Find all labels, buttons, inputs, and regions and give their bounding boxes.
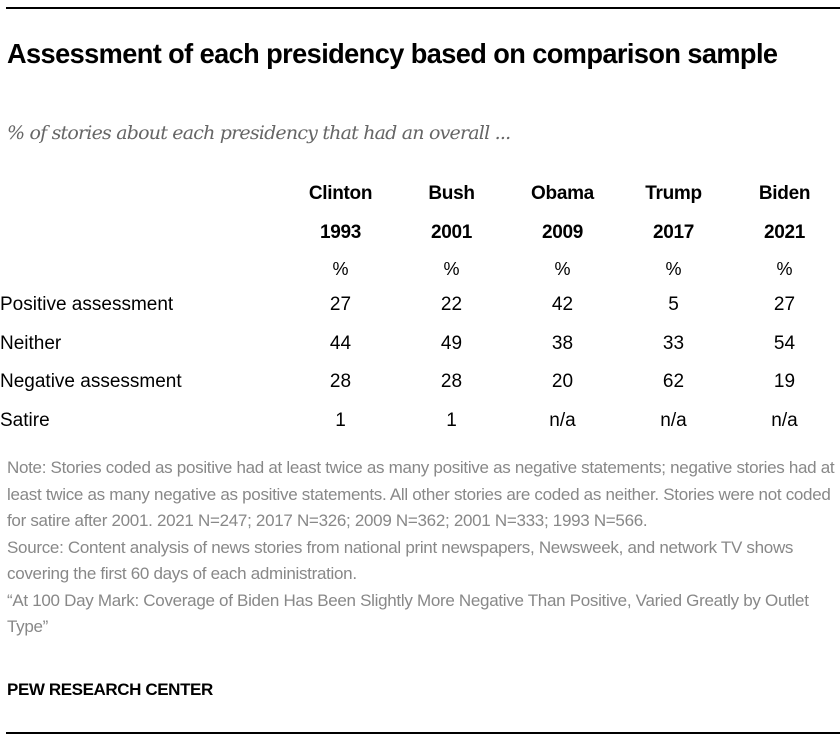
table-cell: 62: [662, 371, 685, 393]
unit-label: %: [443, 258, 460, 279]
unit-label: %: [776, 258, 793, 279]
table-cell: 44: [329, 332, 352, 354]
header-spacer: [0, 214, 285, 253]
column-header-name: Clinton: [308, 183, 373, 205]
column-header-name: Trump: [645, 183, 702, 205]
table-cell: n/a: [660, 409, 687, 431]
notes-block: Note: Stories coded as positive had at l…: [7, 455, 837, 641]
column-header-year: 2021: [763, 221, 806, 243]
column-header-name: Obama: [531, 183, 594, 205]
table-cell: 38: [551, 332, 574, 354]
top-rule: [6, 7, 840, 9]
table-row-satire: Satire 1 1 n/a n/a n/a: [0, 402, 840, 441]
row-label: Neither: [0, 332, 62, 354]
table-row-positive: Positive assessment 27 22 42 5 27: [0, 286, 840, 325]
table-cell: 28: [440, 371, 463, 393]
table-cell: 20: [551, 371, 574, 393]
column-header-name: Bush: [428, 183, 475, 205]
column-header-year: 2017: [652, 221, 695, 243]
unit-row: % % % % %: [0, 252, 840, 286]
table-row-negative: Negative assessment 28 28 20 62 19: [0, 363, 840, 402]
report-title-text: “At 100 Day Mark: Coverage of Biden Has …: [7, 590, 809, 637]
table-cell: n/a: [771, 409, 798, 431]
brand-logo-text: PEW RESEARCH CENTER: [7, 680, 213, 699]
column-header-year: 1993: [319, 221, 362, 243]
table-cell: 54: [773, 332, 796, 354]
header-spacer: [0, 175, 285, 214]
table-cell: 33: [662, 332, 685, 354]
table-row-neither: Neither 44 49 38 33 54: [0, 325, 840, 364]
row-label: Positive assessment: [0, 294, 174, 316]
header-row-years: 1993 2001 2009 2017 2021: [0, 214, 840, 253]
unit-label: %: [332, 258, 349, 279]
table-cell: n/a: [549, 409, 576, 431]
bottom-rule: [6, 732, 840, 734]
column-header-year: 2001: [430, 221, 473, 243]
table-cell: 28: [329, 371, 352, 393]
column-header-name: Biden: [758, 183, 811, 205]
unit-label: %: [665, 258, 682, 279]
unit-label: %: [554, 258, 571, 279]
chart-title: Assessment of each presidency based on c…: [7, 38, 778, 69]
table-cell: 49: [440, 332, 463, 354]
chart-subtitle: % of stories about each presidency that …: [7, 122, 511, 144]
table-cell: 27: [773, 294, 796, 316]
row-label: Negative assessment: [0, 371, 182, 393]
table-cell: 27: [329, 294, 352, 316]
header-row-names: Clinton Bush Obama Trump Biden: [0, 175, 840, 214]
source-text: Source: Content analysis of news stories…: [7, 537, 794, 584]
table-cell: 22: [440, 294, 463, 316]
table-cell: 19: [773, 371, 796, 393]
table-cell: 1: [335, 409, 346, 431]
column-header-year: 2009: [541, 221, 584, 243]
data-table: Clinton Bush Obama Trump Biden 1993 2001…: [0, 175, 840, 440]
note-text: Note: Stories coded as positive had at l…: [7, 458, 835, 530]
table-cell: 1: [446, 409, 457, 431]
table-cell: 42: [551, 294, 574, 316]
row-label: Satire: [0, 409, 50, 431]
table-cell: 5: [668, 294, 679, 316]
header-spacer: [0, 252, 285, 286]
